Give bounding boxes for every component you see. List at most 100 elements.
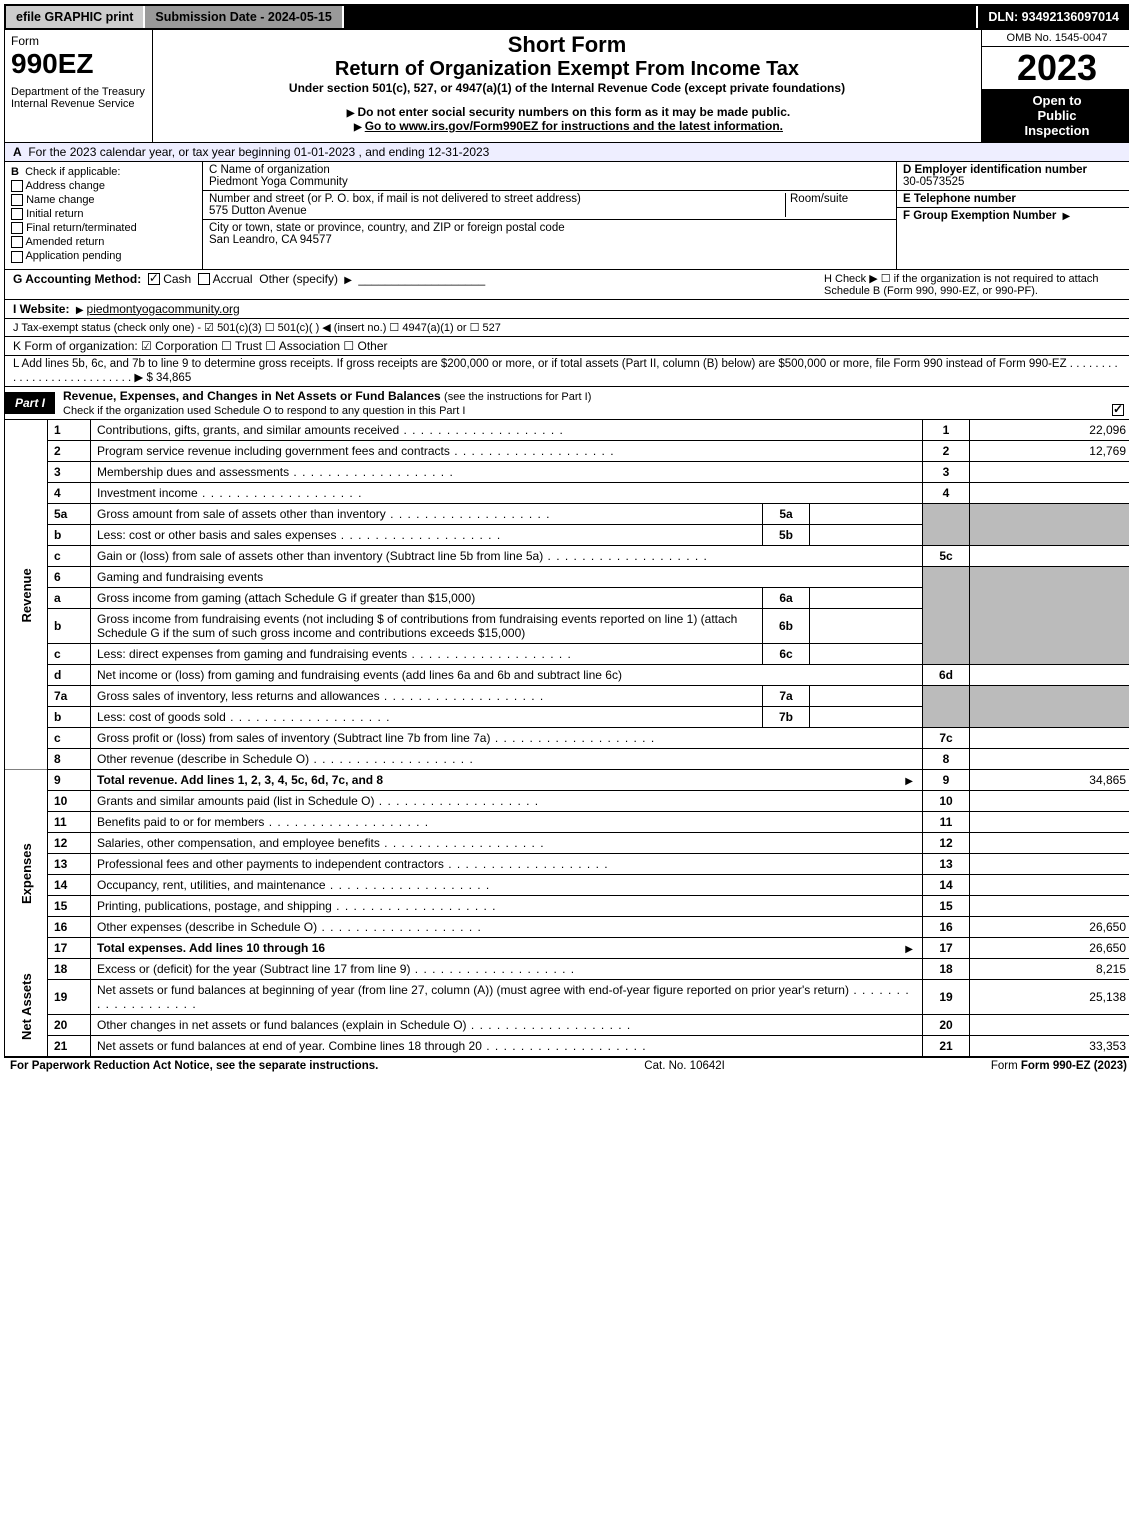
grey-cell: [923, 685, 970, 727]
subbox-7a-val: [810, 685, 923, 706]
top-bar: efile GRAPHIC print Submission Date - 20…: [4, 4, 1129, 30]
line-6c-desc: Less: direct expenses from gaming and fu…: [91, 643, 763, 664]
col-b: B Check if applicable: Address change Na…: [5, 162, 203, 269]
subbox-7a: 7a: [763, 685, 810, 706]
line-8-amount: [970, 748, 1129, 769]
arrow-icon: [344, 105, 358, 119]
website-link[interactable]: piedmontyogacommunity.org: [87, 302, 240, 316]
org-info-section: B Check if applicable: Address change Na…: [4, 162, 1129, 270]
subbox-6b: 6b: [763, 608, 810, 643]
group-exemption-label: F Group Exemption Number: [903, 210, 1056, 222]
catalog-number: Cat. No. 10642I: [644, 1060, 725, 1072]
accounting-method-label: G Accounting Method:: [13, 272, 141, 286]
line-num: 3: [48, 461, 91, 482]
checkbox-cash[interactable]: [148, 273, 160, 285]
inspection-line2: Public: [986, 108, 1128, 123]
ssn-warning: Do not enter social security numbers on …: [357, 105, 790, 119]
arrow-icon: [351, 119, 365, 133]
line-12-desc: Salaries, other compensation, and employ…: [91, 832, 923, 853]
line-l: L Add lines 5b, 6c, and 7b to line 9 to …: [4, 356, 1129, 387]
footer: For Paperwork Reduction Act Notice, see …: [4, 1057, 1129, 1074]
part1-title: Revenue, Expenses, and Changes in Net As…: [63, 389, 441, 403]
opt-other-specify: Other (specify): [259, 272, 338, 286]
line-h: H Check ▶ ☐ if the organization is not r…: [824, 272, 1124, 297]
line-num: 6: [48, 566, 91, 587]
grey-cell: [923, 566, 970, 664]
part1-label: Part I: [5, 392, 55, 414]
form-label: Form: [11, 34, 146, 48]
efile-print-label[interactable]: efile GRAPHIC print: [6, 6, 145, 28]
checkbox-amended-return[interactable]: [11, 236, 23, 248]
part1-title-sub: (see the instructions for Part I): [444, 391, 591, 403]
col-d: D Employer identification number 30-0573…: [896, 162, 1129, 269]
arrow-icon: [902, 773, 916, 787]
lines-table: Revenue 1 Contributions, gifts, grants, …: [4, 420, 1129, 1057]
dln-label: DLN: 93492136097014: [978, 6, 1129, 28]
line-9-desc: Total revenue. Add lines 1, 2, 3, 4, 5c,…: [97, 773, 383, 787]
side-label-expenses: Expenses: [5, 790, 48, 958]
line-num: 1: [48, 420, 91, 441]
form-header: Form 990EZ Department of the Treasury In…: [4, 30, 1129, 143]
checkbox-accrual[interactable]: [198, 273, 210, 285]
ein-label: D Employer identification number: [903, 164, 1087, 176]
line-num: 9: [48, 769, 91, 790]
subbox-6b-val: [810, 608, 923, 643]
line-num: 13: [48, 853, 91, 874]
line-17-cell: Total expenses. Add lines 10 through 16: [91, 937, 923, 958]
subbox-5a-val: [810, 503, 923, 524]
line-2-desc: Program service revenue including govern…: [91, 440, 923, 461]
opt-accrual: Accrual: [213, 272, 253, 286]
line-15-desc: Printing, publications, postage, and shi…: [91, 895, 923, 916]
line-num: 14: [48, 874, 91, 895]
checkbox-initial-return[interactable]: [11, 208, 23, 220]
checkbox-final-return[interactable]: [11, 222, 23, 234]
line-15-numcol: 15: [923, 895, 970, 916]
line-num: c: [48, 643, 91, 664]
line-8-desc: Other revenue (describe in Schedule O): [91, 748, 923, 769]
line-7a-desc: Gross sales of inventory, less returns a…: [91, 685, 763, 706]
line-5b-desc: Less: cost or other basis and sales expe…: [91, 524, 763, 545]
omb-number: OMB No. 1545-0047: [982, 30, 1129, 47]
line-num: d: [48, 664, 91, 685]
line-i: I Website: piedmontyogacommunity.org: [4, 300, 1129, 319]
goto-link[interactable]: Go to www.irs.gov/Form990EZ for instruct…: [365, 119, 783, 133]
checkbox-schedule-o[interactable]: [1112, 404, 1124, 416]
arrow-icon: [1060, 210, 1074, 222]
checkbox-address-change[interactable]: [11, 180, 23, 192]
line-k: K Form of organization: ☑ Corporation ☐ …: [4, 337, 1129, 356]
line-10-amount: [970, 790, 1129, 811]
form-ref-text: Form 990-EZ (2023): [1021, 1060, 1127, 1072]
line-11-desc: Benefits paid to or for members: [91, 811, 923, 832]
line-17-numcol: 17: [923, 937, 970, 958]
grey-cell: [970, 503, 1129, 545]
room-suite-label: Room/suite: [785, 193, 890, 217]
line-num: b: [48, 524, 91, 545]
org-name-label: C Name of organization: [209, 164, 330, 176]
inspection-line1: Open to: [986, 93, 1128, 108]
checkbox-application-pending[interactable]: [11, 251, 23, 263]
city-label: City or town, state or province, country…: [209, 222, 565, 234]
col-c: C Name of organization Piedmont Yoga Com…: [203, 162, 896, 269]
tax-year: 2023: [982, 47, 1129, 89]
checkbox-name-change[interactable]: [11, 194, 23, 206]
line-18-desc: Excess or (deficit) for the year (Subtra…: [91, 958, 923, 979]
subbox-6a: 6a: [763, 587, 810, 608]
header-left: Form 990EZ Department of the Treasury In…: [5, 30, 153, 142]
part1-header: Part I Revenue, Expenses, and Changes in…: [4, 387, 1129, 420]
line-num: 5a: [48, 503, 91, 524]
grey-cell: [970, 685, 1129, 727]
line-num: 15: [48, 895, 91, 916]
line-17-desc: Total expenses. Add lines 10 through 16: [97, 941, 325, 955]
grey-cell: [923, 503, 970, 545]
line-3-amount: [970, 461, 1129, 482]
ein-value: 30-0573525: [903, 176, 964, 188]
line-9-amount: 34,865: [970, 769, 1129, 790]
part1-title-area: Revenue, Expenses, and Changes in Net As…: [55, 387, 1129, 419]
grey-cell: [970, 566, 1129, 664]
form-ref: Form Form 990-EZ (2023): [991, 1060, 1127, 1072]
subbox-5a: 5a: [763, 503, 810, 524]
opt-address-change: Address change: [25, 180, 105, 192]
subtitle: Under section 501(c), 527, or 4947(a)(1)…: [155, 81, 979, 95]
line-19-amount: 25,138: [970, 979, 1129, 1014]
line-9-numcol: 9: [923, 769, 970, 790]
